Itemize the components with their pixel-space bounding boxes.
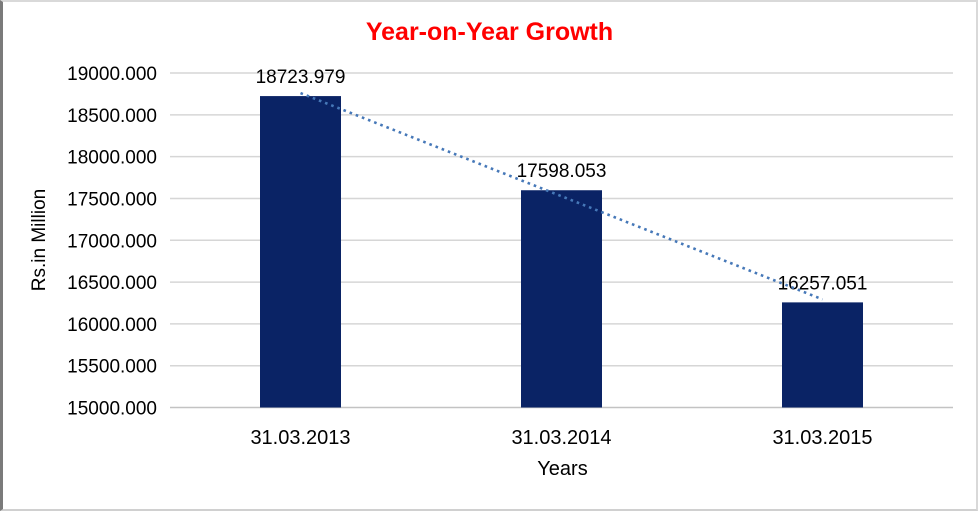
- y-tick-label: 19000.000: [67, 64, 157, 85]
- bar-31.03.2015: [782, 302, 863, 408]
- bar-31.03.2013: [260, 96, 341, 408]
- y-tick-label: 17500.000: [67, 189, 157, 210]
- x-tick-label: 31.03.2013: [250, 427, 350, 449]
- bar-data-label: 17598.053: [517, 161, 607, 182]
- x-axis-title: Years: [537, 458, 588, 480]
- y-tick-label: 18500.000: [67, 106, 157, 127]
- chart-title: Year-on-Year Growth: [365, 18, 614, 46]
- y-tick-label: 18000.000: [67, 148, 157, 169]
- bar-data-label: 16257.051: [778, 273, 868, 294]
- x-tick-label: 31.03.2015: [772, 427, 872, 449]
- trendline: [300, 91, 823, 301]
- x-tick-label: 31.03.2014: [511, 427, 611, 449]
- y-tick-label: 17000.000: [67, 231, 157, 252]
- y-tick-label: 16500.000: [67, 273, 157, 294]
- bar-data-label: 18723.979: [256, 67, 346, 88]
- y-tick-label: 16000.000: [67, 315, 157, 336]
- y-tick-label: 15500.000: [67, 357, 157, 378]
- bar-31.03.2014: [521, 190, 602, 408]
- y-tick-label: 15000.000: [67, 399, 157, 420]
